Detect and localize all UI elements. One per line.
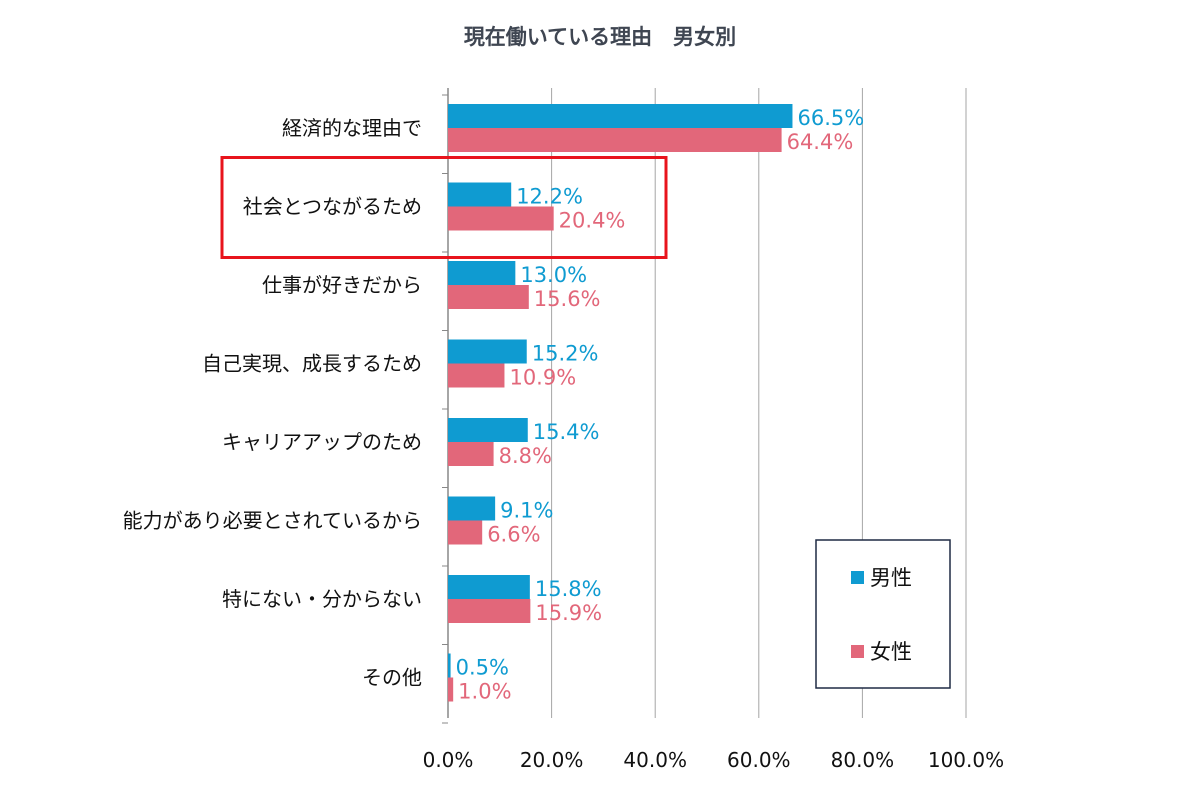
legend-swatch-female	[851, 645, 864, 658]
legend-box	[815, 539, 951, 689]
bar-female	[448, 677, 454, 702]
x-tick-label: 20.0%	[520, 748, 584, 772]
category-label: 経済的な理由で	[282, 116, 422, 140]
chart-title: 現在働いている理由 男女別	[464, 25, 736, 49]
x-tick-label: 60.0%	[727, 748, 791, 772]
data-label: 1.0%	[458, 680, 511, 704]
bar-male	[448, 496, 496, 521]
data-label: 6.6%	[487, 523, 540, 547]
category-label: その他	[362, 666, 422, 690]
data-label: 0.5%	[456, 656, 509, 680]
data-label: 15.2%	[532, 342, 599, 366]
bar-female	[448, 285, 529, 309]
category-label: 能力があり必要とされているから	[123, 509, 422, 533]
bars	[448, 104, 793, 702]
bar-male	[448, 182, 512, 207]
legend-label-male: 男性	[870, 566, 912, 590]
data-label: 9.1%	[500, 499, 553, 523]
bar-male	[448, 418, 528, 442]
data-label: 15.9%	[535, 601, 602, 625]
data-label: 15.6%	[534, 287, 601, 311]
x-tick-label: 100.0%	[928, 748, 1004, 772]
data-label: 13.0%	[520, 263, 587, 287]
legend-label-female: 女性	[870, 640, 912, 664]
category-label: キャリアアップのため	[222, 430, 422, 454]
bar-male	[448, 575, 530, 599]
bar-female	[448, 520, 483, 545]
highlight-box	[220, 156, 668, 259]
data-label: 15.4%	[533, 420, 600, 444]
category-label: 仕事が好きだから	[262, 273, 422, 297]
legend-swatch-male	[851, 571, 864, 584]
bar-female	[448, 599, 531, 623]
data-label: 15.8%	[535, 577, 602, 601]
category-label: 社会とつながるため	[243, 195, 422, 219]
highlight-box-rect	[220, 156, 668, 259]
category-labels: 経済的な理由で社会とつながるため仕事が好きだから自己実現、成長するためキャリアア…	[123, 116, 422, 690]
bar-male	[448, 104, 793, 128]
bar-female	[448, 442, 494, 466]
data-labels: 66.5%64.4% 12.2%20.4% 13.0%15.6% 15.2%10.9%…	[456, 106, 865, 704]
bar-male	[448, 339, 527, 364]
data-label: 8.8%	[499, 444, 552, 468]
bar-female	[448, 206, 554, 231]
x-tick-label: 40.0%	[623, 748, 687, 772]
x-tick-label: 80.0%	[831, 748, 895, 772]
x-axis-ticks: 0.0% 20.0% 40.0% 60.0% 80.0% 100.0%	[423, 748, 1005, 772]
category-label: 特にない・分からない	[222, 587, 422, 611]
data-label: 12.2%	[516, 185, 583, 209]
data-label: 66.5%	[797, 106, 864, 130]
data-label: 10.9%	[509, 366, 576, 390]
data-label: 64.4%	[787, 130, 854, 154]
bar-female	[448, 363, 505, 388]
bar-female	[448, 128, 782, 152]
data-label: 20.4%	[559, 209, 626, 233]
bar-male	[448, 261, 516, 285]
bar-male	[448, 653, 451, 678]
category-label: 自己実現、成長するため	[202, 352, 422, 376]
x-tick-label: 0.0%	[423, 748, 474, 772]
